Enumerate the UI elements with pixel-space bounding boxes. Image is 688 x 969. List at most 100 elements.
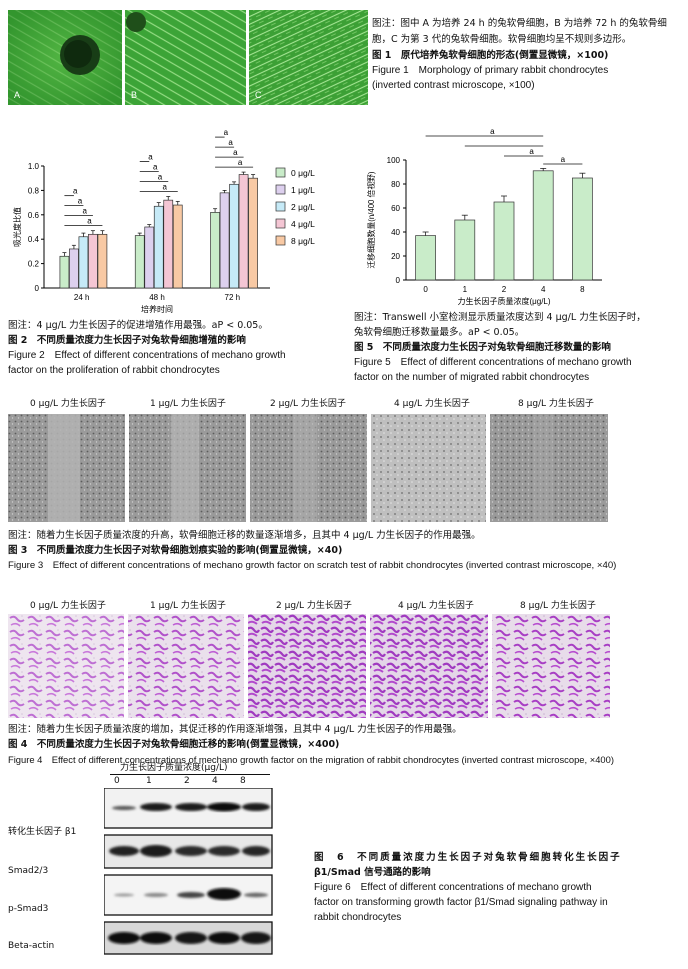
- fig1-panel-a: [8, 10, 122, 105]
- fig3-label-1: 1 μg/L 力生长因子: [150, 399, 226, 409]
- fig6-row-label-psmad3: p-Smad3: [8, 904, 49, 914]
- fig1-micrographs: A B C: [8, 10, 368, 105]
- fig6-lane-2: 2: [184, 776, 190, 786]
- fig2-xtick-label: 72 h: [225, 293, 241, 302]
- fig2-ytick-label: 0.2: [28, 260, 40, 269]
- fig2-sig-label: a: [148, 153, 153, 162]
- fig5-bar: [532, 170, 554, 281]
- fig1-panel-b: [125, 10, 246, 105]
- fig2-sig-label: a: [87, 217, 92, 226]
- fig5-xlabel: 力生长因子质量浓度(μg/L): [457, 296, 550, 306]
- fig5-ylabel: 迁移细胞数量(n/400 倍视野): [366, 171, 376, 268]
- fig6-caption: 图 6 不同质量浓度力生长因子对兔软骨细胞转化生长因子 β1/Smad 信号通路…: [314, 850, 684, 925]
- fig2-title-cn: 图 2 不同质量浓度力生长因子对兔软骨细胞增殖的影响: [8, 335, 246, 346]
- fig1-caption: 图注：图中 A 为培养 24 h 的兔软骨细胞，B 为培养 72 h 的兔软骨细…: [372, 16, 682, 93]
- fig5-note-2: 兔软骨细胞迁移数量最多。aP < 0.05。: [354, 327, 525, 338]
- fig4-panel-2: [248, 614, 366, 718]
- fig2-sig-label: a: [153, 163, 158, 172]
- fig2-ytick-label: 0.8: [28, 186, 40, 195]
- fig4-title-cn: 图 4 不同质量浓度力生长因子对兔软骨细胞迁移的影响(倒置显微镜，×400): [8, 739, 340, 750]
- fig5-ytick-label: 40: [391, 228, 400, 237]
- fig3-label-0: 0 μg/L 力生长因子: [30, 399, 106, 409]
- fig6-blot-smad23: [104, 834, 273, 869]
- fig5-sig-label: a: [490, 127, 495, 136]
- fig5-xtick-label: 8: [580, 285, 585, 294]
- fig5-ytick-label: 0: [396, 276, 401, 285]
- fig2-bar: [238, 174, 249, 289]
- fig4-panel-3: [370, 614, 488, 718]
- fig4-label-0: 0 μg/L 力生长因子: [30, 601, 106, 611]
- figure-1: A B C: [8, 10, 368, 105]
- fig2-bar: [172, 204, 183, 289]
- fig6-title-en-2: factor on transforming growth factor β1/…: [314, 897, 608, 908]
- fig4-caption: 图注：随着力生长因子质量浓度的增加，其促迁移的作用逐渐增强，且其中 4 μg/L…: [8, 722, 684, 767]
- fig2-bar: [163, 199, 174, 289]
- fig1-panel-c: [249, 10, 368, 105]
- fig3-note: 图注：随着力生长因子质量浓度的升高，软骨细胞迁移的数量逐渐增多，且其中 4 μg…: [8, 530, 481, 541]
- fig5-ytick-label: 60: [391, 204, 400, 213]
- fig6-blot-actin: [104, 921, 273, 955]
- fig2-legend-swatch: [275, 235, 286, 246]
- fig2-bar: [59, 255, 70, 289]
- fig6-lane-0: 0: [114, 776, 120, 786]
- fig1-note: 图注：图中 A 为培养 24 h 的兔软骨细胞，B 为培养 72 h 的兔软骨细…: [372, 18, 667, 45]
- fig4-micrographs: [8, 614, 610, 718]
- fig2-bar: [153, 205, 164, 289]
- fig5-bar: [493, 201, 515, 281]
- fig1-title-cn: 图 1 原代培养兔软骨细胞的形态(倒置显微镜，×100): [372, 50, 609, 61]
- fig2-legend-label: 1 μg/L: [291, 185, 315, 195]
- fig4-note: 图注：随着力生长因子质量浓度的增加，其促迁移的作用逐渐增强，且其中 4 μg/L…: [8, 724, 462, 735]
- fig2-sig-label: a: [78, 197, 83, 206]
- fig2-bar: [210, 212, 220, 289]
- fig5-title-cn: 图 5 不同质量浓度力生长因子对兔软骨细胞迁移数量的影响: [354, 342, 611, 353]
- fig2-xtick-label: 24 h: [74, 293, 90, 302]
- fig2-bar: [144, 226, 155, 289]
- fig5-sig-label: a: [529, 147, 534, 156]
- fig2-legend-swatch: [275, 184, 286, 195]
- fig2-ylabel: 吸光度比值: [12, 207, 22, 247]
- fig3-label-3: 4 μg/L 力生长因子: [394, 399, 470, 409]
- fig6-lane-4: 8: [240, 776, 246, 786]
- fig5-ytick-label: 80: [391, 180, 400, 189]
- figure-3: 0 μg/L 力生长因子 1 μg/L 力生长因子 2 μg/L 力生长因子 4…: [8, 396, 680, 546]
- fig2-legend-label: 4 μg/L: [291, 219, 315, 229]
- fig5-bar: [454, 219, 476, 281]
- fig2-ytick-label: 0.4: [28, 235, 40, 244]
- fig1-title-en-1: Figure 1 Morphology of primary rabbit ch…: [372, 65, 609, 76]
- fig2-legend-label: 8 μg/L: [291, 236, 315, 246]
- fig5-xtick-label: 0: [423, 285, 428, 294]
- fig2-bar: [88, 233, 98, 289]
- fig2-ytick-label: 0: [35, 284, 40, 293]
- fig6-lane-3: 4: [212, 776, 218, 786]
- figure-4: 0 μg/L 力生长因子 1 μg/L 力生长因子 2 μg/L 力生长因子 4…: [8, 598, 680, 718]
- fig3-micrographs: [8, 414, 608, 522]
- fig3-panel-4: [490, 414, 608, 522]
- fig6-row-label-actin: Beta-actin: [8, 941, 55, 951]
- fig6-title-en-1: Figure 6 Effect of different concentrati…: [314, 882, 592, 893]
- fig3-panel-2: [250, 414, 367, 522]
- fig3-caption: 图注：随着力生长因子质量浓度的升高，软骨细胞迁移的数量逐渐增多，且其中 4 μg…: [8, 528, 684, 573]
- fig5-ytick-label: 100: [387, 156, 401, 165]
- fig5-ytick-label: 20: [391, 252, 400, 261]
- fig2-legend-swatch: [275, 201, 286, 212]
- fig5-chart: 0 20 40 60 80 100 迁移细胞数量(n/400 倍视野) 0 1 2 4 8 力生长因子质…: [366, 127, 602, 306]
- fig6-row-label-smad23: Smad2/3: [8, 866, 49, 876]
- figure-6: 力生长因子质量浓度(μg/L) 0 1 2 4 8 转化生长因子 β1 Smad…: [8, 760, 278, 965]
- fig3-title-en: Figure 3 Effect of different concentrati…: [8, 560, 617, 571]
- fig6-blot-psmad3: [104, 874, 273, 916]
- fig3-title-cn: 图 3 不同质量浓度力生长因子对软骨细胞划痕实验的影响(倒置显微镜，×40): [8, 545, 343, 556]
- fig4-panel-1: [128, 614, 244, 718]
- fig6-blot-tgfb1: [104, 788, 273, 829]
- fig1-panel-c-label: C: [255, 90, 262, 100]
- fig2-legend-swatch: [275, 167, 286, 178]
- fig5-xtick-label: 4: [541, 285, 546, 294]
- fig3-panel-1: [129, 414, 246, 522]
- fig6-title-en-3: rabbit chondrocytes: [314, 912, 402, 923]
- fig3-label-2: 2 μg/L 力生长因子: [270, 399, 346, 409]
- fig2-bar: [248, 177, 258, 289]
- fig5-note-1: 图注：Transwell 小室检测显示质量浓度达到 4 μg/L 力生长因子时，: [354, 312, 646, 323]
- fig1-panel-a-label: A: [14, 90, 20, 100]
- fig2-bar: [78, 236, 89, 289]
- fig5-bar: [415, 235, 436, 281]
- fig2-sig-label: a: [163, 183, 168, 192]
